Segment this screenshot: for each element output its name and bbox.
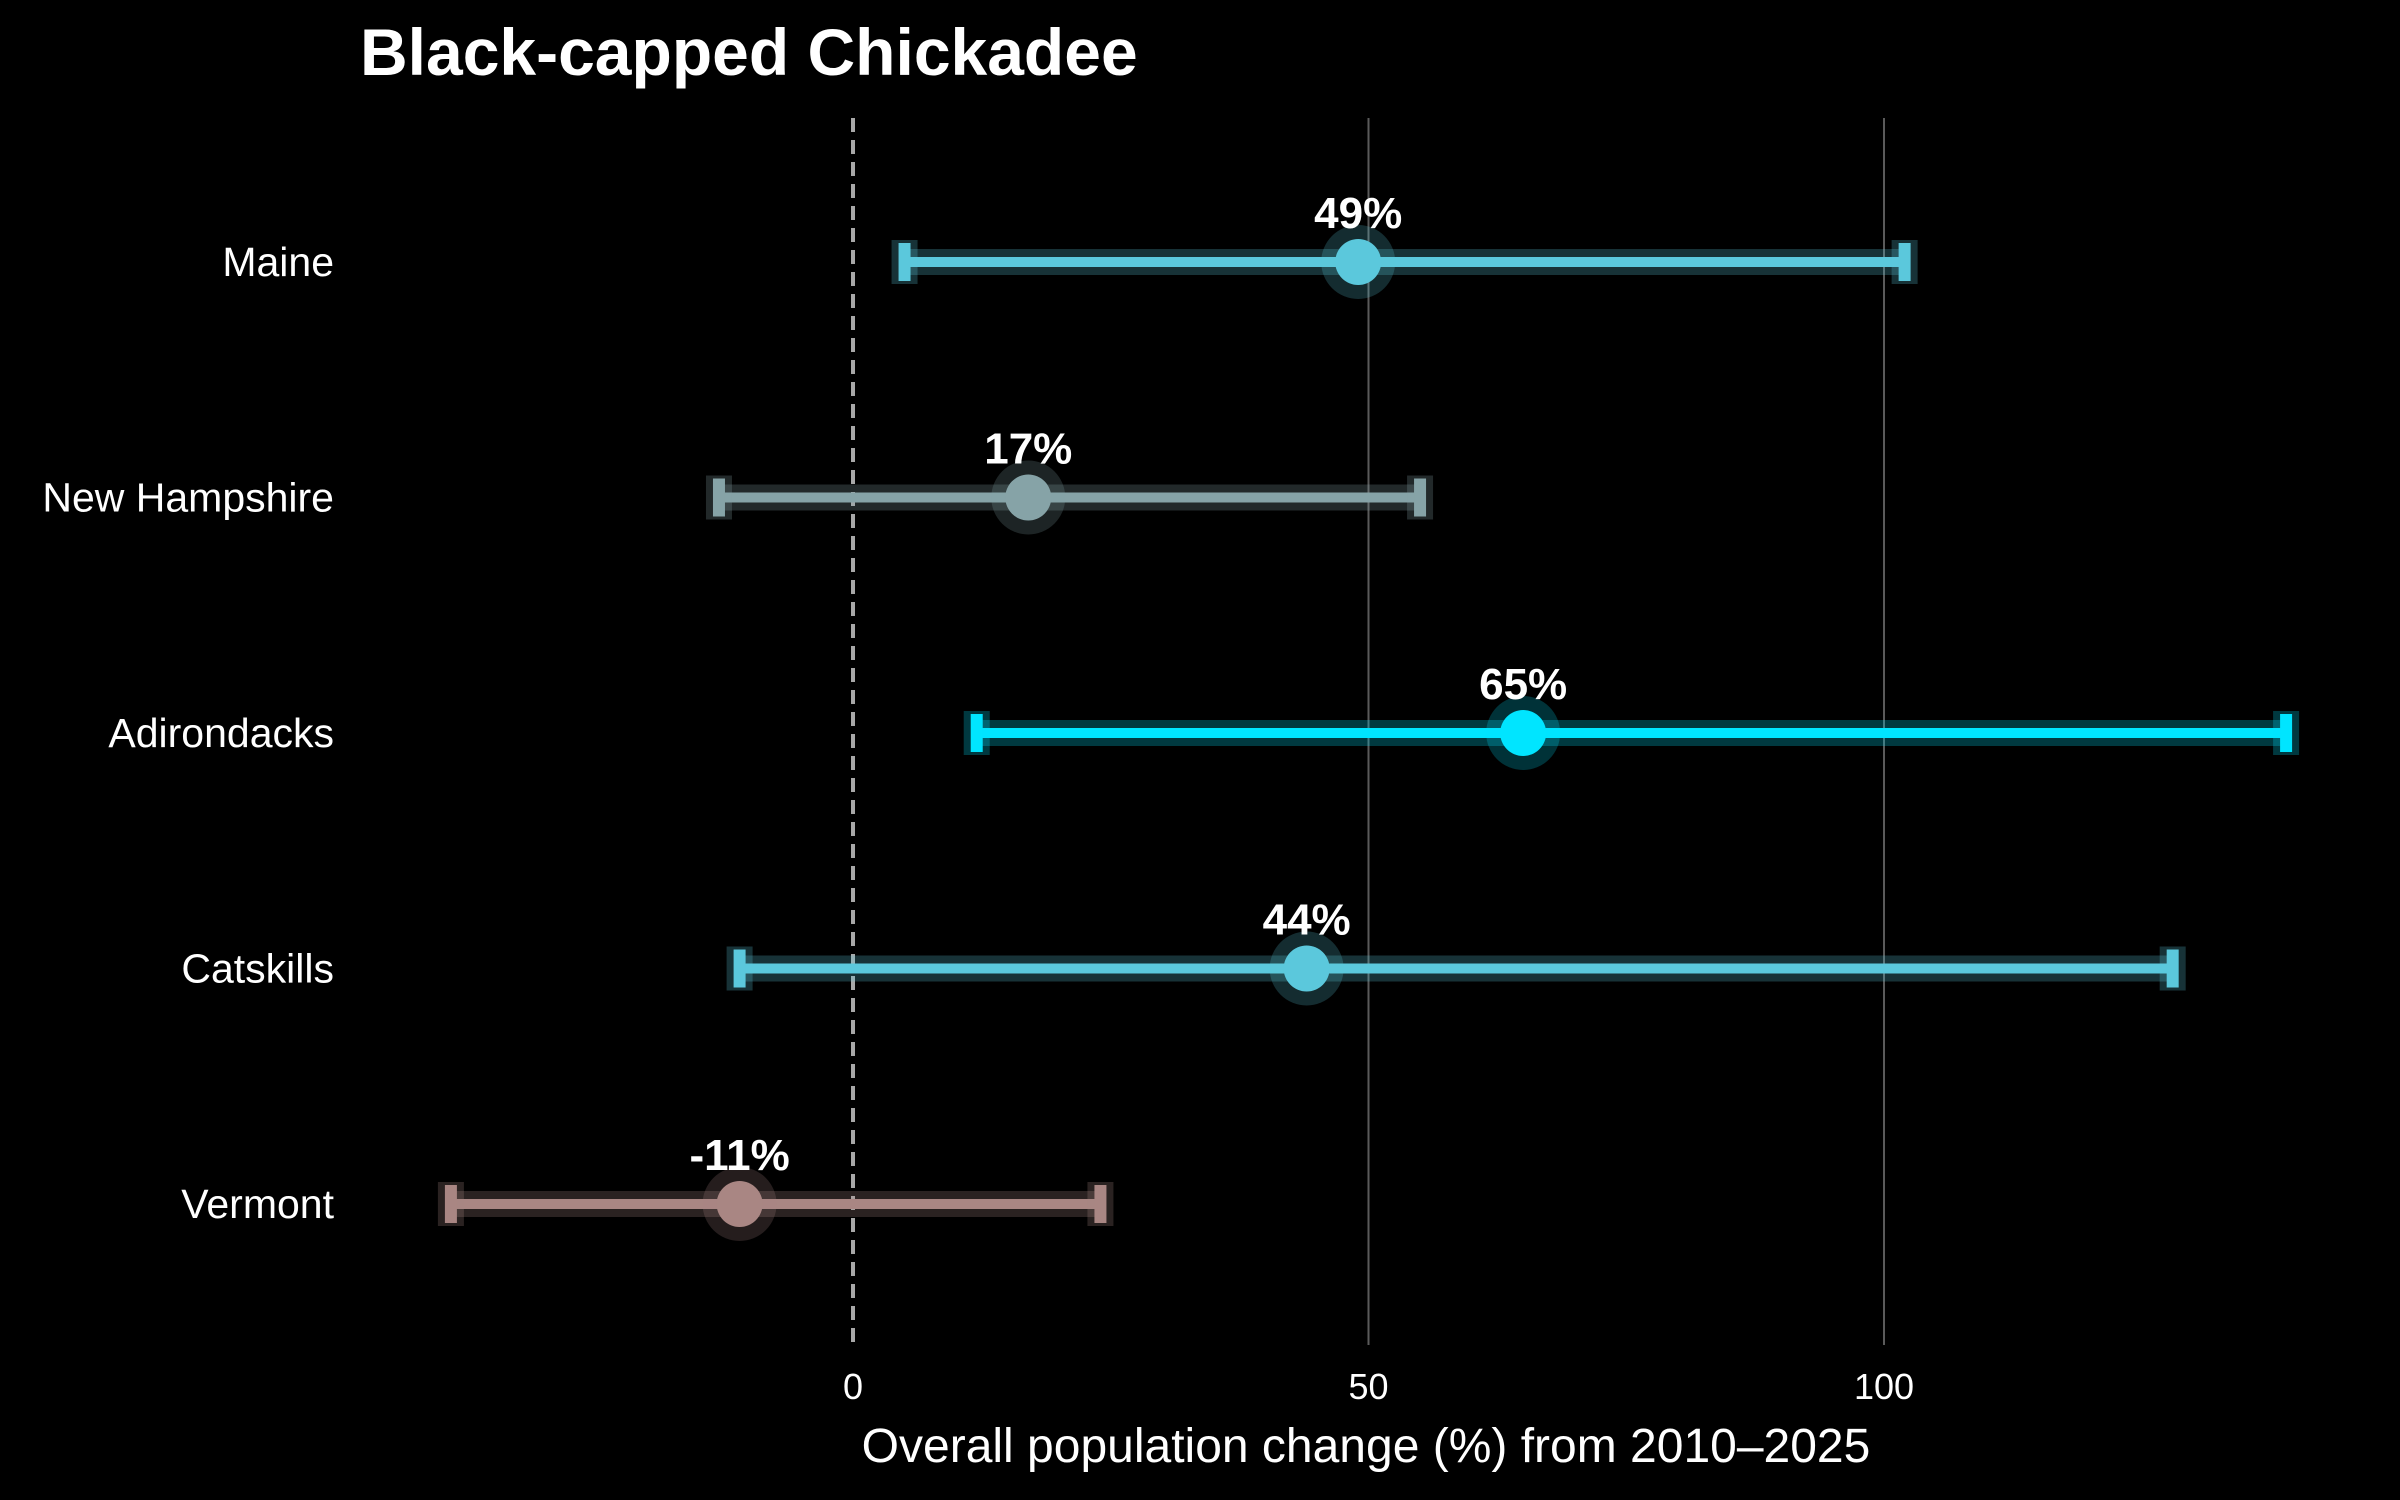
value-label: -11% xyxy=(689,1131,789,1180)
chart-title: Black-capped Chickadee xyxy=(360,15,1138,89)
interval-cap-upper xyxy=(1094,1185,1107,1223)
category-label: Catskills xyxy=(181,946,334,992)
interval-maine: 49% xyxy=(891,189,1918,299)
value-label: 49% xyxy=(1314,189,1402,238)
interval-new-hampshire: 17% xyxy=(705,425,1434,535)
category-label: Adirondacks xyxy=(108,710,334,756)
interval-cap-lower xyxy=(712,478,725,517)
interval-cap-upper xyxy=(1414,478,1427,517)
interval-cap-lower xyxy=(898,243,911,281)
x-tick-labels: 0 50 100 xyxy=(843,1366,1914,1407)
interval-cap-upper xyxy=(1898,243,1911,281)
interval-vermont: -11% xyxy=(437,1131,1114,1241)
x-tick-label: 50 xyxy=(1348,1366,1388,1407)
interval-cap-lower xyxy=(733,949,746,988)
intervals: 49% 17% 65% 44% -11% xyxy=(437,189,2300,1241)
interval-cap-lower xyxy=(970,714,983,752)
value-label: 65% xyxy=(1479,660,1567,709)
interval-cap-upper xyxy=(2166,949,2179,988)
category-labels: Maine New Hampshire Adirondacks Catskills Ve… xyxy=(42,239,334,1227)
interval-catskills: 44% xyxy=(726,896,2186,1006)
point xyxy=(1335,239,1382,285)
interval-cap-lower xyxy=(444,1185,457,1223)
point xyxy=(716,1181,763,1227)
category-label: Maine xyxy=(222,239,334,285)
category-label: Vermont xyxy=(181,1181,334,1227)
value-label: 17% xyxy=(984,425,1072,474)
point xyxy=(1500,710,1547,756)
point xyxy=(1005,474,1052,521)
x-axis-label: Overall population change (%) from 2010–… xyxy=(862,1420,1871,1473)
interval-cap-upper xyxy=(2280,714,2293,752)
interval-adirondacks: 65% xyxy=(963,660,2300,770)
x-tick-label: 0 xyxy=(843,1366,863,1407)
category-label: New Hampshire xyxy=(42,475,334,521)
value-label: 44% xyxy=(1263,896,1351,945)
point xyxy=(1283,945,1330,992)
x-tick-label: 100 xyxy=(1854,1366,1914,1407)
